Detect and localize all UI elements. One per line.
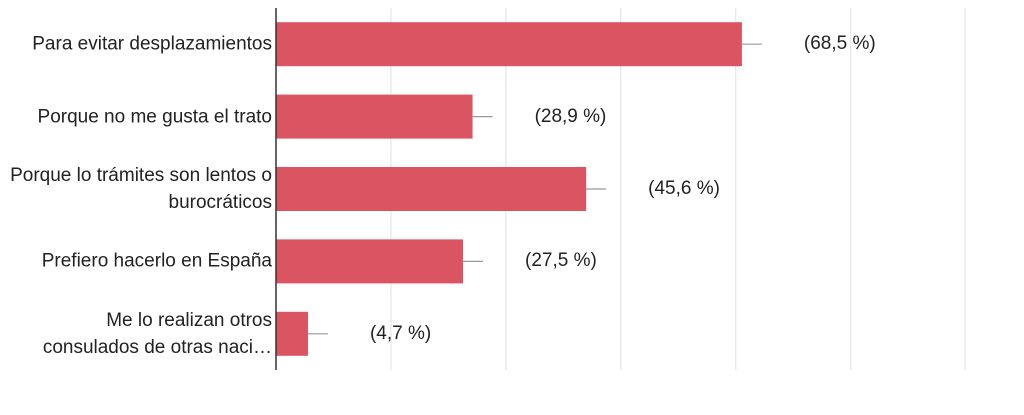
value-label: (68,5 %) [803,33,876,55]
bar [276,311,308,356]
bar [276,167,587,211]
bar [276,239,464,284]
y-tick-label: Me lo realizan otros consulados de otras… [42,309,272,358]
bar [276,94,473,139]
y-tick-label: Porque lo trámites son lentos o burocrát… [10,165,272,213]
value-label: (28,9 %) [534,105,607,127]
bar [276,22,742,67]
y-tick-label: Porque no me gusta el trato [37,106,272,128]
value-label: (4,7 %) [369,322,432,344]
y-tick-label: Para evitar desplazamientos [32,33,272,55]
y-tick-label: Prefiero hacerlo en España [41,250,272,272]
value-label: (27,5 %) [525,250,597,272]
value-label: (45,6 %) [648,178,720,199]
